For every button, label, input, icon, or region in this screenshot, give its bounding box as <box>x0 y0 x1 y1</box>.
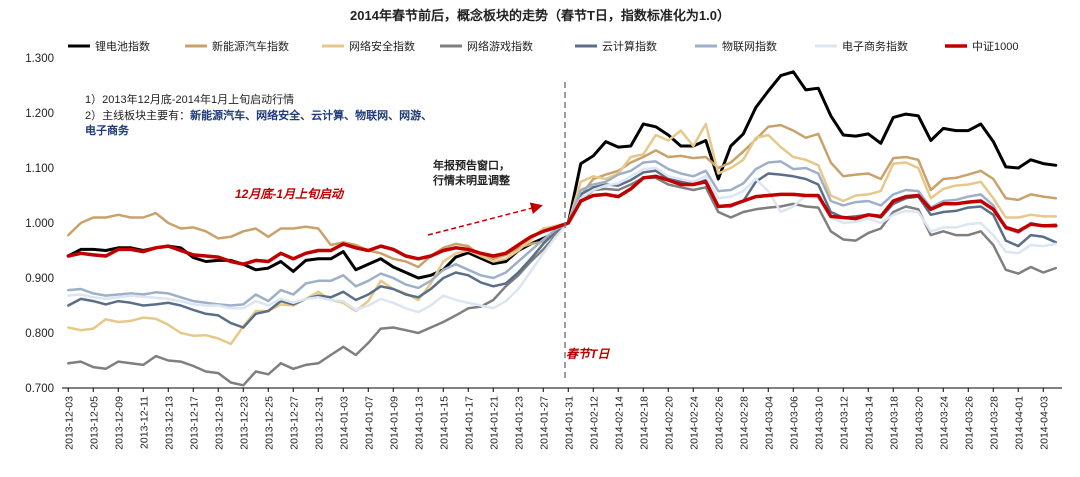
x-tick-label: 2014-03-24 <box>938 396 950 450</box>
note-line-1: 1）2013年12月底-2014年1月上旬启动行情 <box>85 92 294 106</box>
arrow-label-1: 年报预告窗口， <box>433 158 510 172</box>
x-tick-label: 2014-01-13 <box>413 396 425 450</box>
x-tick-label: 2014-02-28 <box>738 396 750 450</box>
x-tick-label: 2014-03-06 <box>788 396 800 450</box>
legend-label: 云计算指数 <box>602 39 657 53</box>
x-tick-label: 2013-12-11 <box>138 396 150 449</box>
x-axis: 2013-12-03 2013-12-05 2013-12-09 2013-12-11… <box>63 388 1050 450</box>
note-line-2-prefix: 2）主线板块主要有： <box>85 108 190 122</box>
legend-label: 锂电池指数 <box>95 39 150 53</box>
x-tick-label: 2014-03-14 <box>863 396 875 450</box>
arrow-label-2: 行情未明显调整 <box>432 173 510 187</box>
x-tick-label: 2014-02-14 <box>613 396 625 450</box>
legend: 锂电池指数 新能源汽车指数 网络安全指数 网络游戏指数 云计算指数 物联网指数 电子商务指数… <box>68 39 1018 53</box>
x-tick-label: 2014-03-28 <box>988 396 1000 450</box>
x-tick-label: 2013-12-27 <box>288 396 300 450</box>
legend-label: 中证1000 <box>972 40 1018 53</box>
y-tick-label: 0.800 <box>25 328 54 340</box>
x-tick-label: 2014-02-12 <box>588 396 600 450</box>
x-tick-label: 2014-01-31 <box>563 396 575 450</box>
y-tick-label: 1.300 <box>25 53 54 65</box>
x-tick-label: 2014-04-01 <box>1013 396 1025 450</box>
x-tick-label: 2013-12-03 <box>63 396 75 450</box>
x-tick-label: 2013-12-31 <box>313 396 325 450</box>
y-tick-label: 0.900 <box>25 273 54 285</box>
x-tick-label: 2014-01-17 <box>463 396 475 450</box>
legend-label: 电子商务指数 <box>842 39 908 53</box>
note-line-2: 2）主线板块主要有：新能源汽车、网络安全、云计算、物联网、网游、 <box>85 108 432 122</box>
x-tick-label: 2014-03-20 <box>913 396 925 450</box>
x-tick-label: 2014-01-23 <box>513 396 525 450</box>
series-line-5 <box>67 160 1058 307</box>
series-lines <box>66 70 1058 387</box>
x-tick-label: 2013-12-25 <box>263 396 275 450</box>
y-axis: 0.700 0.800 0.900 1.000 1.100 1.200 1.300 <box>25 53 1062 395</box>
x-tick-label: 2014-03-12 <box>838 396 850 450</box>
x-tick-label: 2014-02-20 <box>663 396 675 450</box>
y-tick-label: 1.000 <box>25 218 54 230</box>
x-tick-label: 2013-12-19 <box>213 396 225 450</box>
series-line-3 <box>67 176 1058 387</box>
x-tick-label: 2014-02-24 <box>688 396 700 450</box>
start-label: 12月底-1月上旬启动 <box>235 187 345 201</box>
x-tick-label: 2014-03-10 <box>813 396 825 450</box>
x-tick-label: 2014-01-03 <box>338 396 350 450</box>
x-tick-label: 2014-02-26 <box>713 396 725 450</box>
x-tick-label: 2013-12-05 <box>88 396 100 450</box>
x-tick-label: 2013-12-17 <box>188 396 200 450</box>
x-tick-label: 2014-01-27 <box>538 396 550 450</box>
x-tick-label: 2014-03-04 <box>763 396 775 450</box>
note-line-2-blue: 新能源汽车、网络安全、云计算、物联网、网游、 <box>190 108 432 122</box>
x-tick-label: 2013-12-13 <box>163 396 175 450</box>
x-tick-label: 2014-02-18 <box>638 396 650 450</box>
annotation-arrow <box>427 202 543 236</box>
x-tick-label: 2014-03-18 <box>888 396 900 450</box>
series-line-7 <box>66 174 1058 266</box>
y-tick-label: 1.200 <box>25 108 54 120</box>
x-tick-label: 2014-01-07 <box>363 396 375 450</box>
note-line-3: 电子商务 <box>85 123 130 137</box>
y-tick-label: 0.700 <box>25 383 54 395</box>
legend-label: 新能源汽车指数 <box>212 39 289 53</box>
x-tick-label: 2014-03-26 <box>963 396 975 450</box>
legend-label: 网络游戏指数 <box>467 39 533 53</box>
x-tick-label: 2013-12-23 <box>238 396 250 450</box>
x-tick-label: 2013-12-09 <box>113 396 125 450</box>
x-tick-label: 2014-04-03 <box>1038 396 1050 450</box>
y-tick-label: 1.100 <box>25 163 54 175</box>
chart-title: 2014年春节前后，概念板块的走势（春节T日，指数标准化为1.0） <box>350 8 730 23</box>
legend-label: 物联网指数 <box>722 39 777 53</box>
divider-label: 春节T日 <box>566 347 610 361</box>
x-tick-label: 2014-01-15 <box>438 396 450 450</box>
x-tick-label: 2014-01-09 <box>388 396 400 450</box>
series-line-6 <box>67 166 1058 314</box>
x-tick-label: 2014-01-21 <box>488 396 500 450</box>
legend-label: 网络安全指数 <box>349 39 415 53</box>
